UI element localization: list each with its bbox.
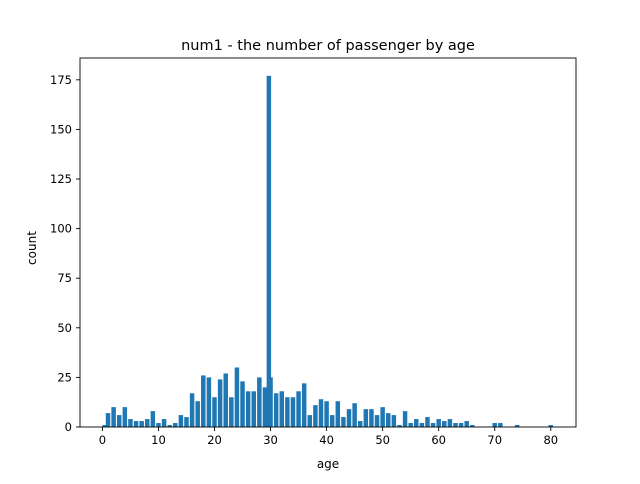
- bar: [458, 423, 464, 427]
- bar: [217, 379, 223, 427]
- x-tick-label: 50: [375, 433, 390, 447]
- x-tick-label: 30: [263, 433, 278, 447]
- bar: [279, 391, 285, 427]
- x-tick-label: 10: [151, 433, 166, 447]
- bar: [206, 377, 212, 427]
- bar: [257, 377, 262, 427]
- y-tick-label: 175: [50, 73, 72, 87]
- bar: [329, 415, 335, 427]
- bar: [229, 397, 234, 427]
- bar: [105, 413, 111, 427]
- bar: [268, 377, 273, 427]
- bar: [133, 421, 139, 427]
- x-tick-label: 80: [543, 433, 558, 447]
- bar: [139, 421, 144, 427]
- bar: [128, 419, 133, 427]
- bar: [357, 421, 363, 427]
- y-tick-label: 50: [57, 321, 72, 335]
- bars-layer: [102, 75, 554, 428]
- y-tick-label: 125: [50, 172, 72, 186]
- y-tick-label: 25: [57, 370, 72, 384]
- bar: [178, 415, 184, 427]
- bar: [391, 415, 397, 427]
- bar: [195, 401, 200, 427]
- bar: [156, 423, 161, 427]
- bar: [111, 407, 116, 427]
- bar: [116, 415, 122, 427]
- bar: [122, 407, 128, 427]
- bar: [296, 391, 301, 427]
- bar: [335, 401, 341, 427]
- bar: [145, 419, 150, 427]
- bar: [285, 397, 290, 427]
- bar: [189, 393, 195, 427]
- bar: [173, 423, 178, 427]
- axes-layer: 0 10 20 30 40 50 60 70 80 0 25 50 75 100 125 150 175: [50, 73, 558, 447]
- bar: [273, 393, 279, 427]
- bar: [251, 391, 256, 427]
- bar: [498, 423, 503, 427]
- bar: [161, 419, 167, 427]
- bar: [419, 423, 425, 427]
- bar: [464, 421, 469, 427]
- bar: [245, 391, 251, 427]
- bar: [430, 423, 436, 427]
- bar: [380, 407, 385, 427]
- bar: [369, 409, 374, 427]
- bar: [201, 375, 206, 427]
- bar: [324, 401, 329, 427]
- bar: [150, 411, 156, 427]
- bar: [514, 425, 520, 427]
- bar: [262, 387, 268, 427]
- x-tick-label: 40: [319, 433, 334, 447]
- bar: [548, 425, 554, 427]
- x-tick-label: 60: [431, 433, 446, 447]
- bar: [414, 419, 419, 427]
- bar: [492, 423, 497, 427]
- bar: [352, 403, 357, 427]
- bar: [397, 425, 402, 427]
- x-tick-label: 70: [487, 433, 502, 447]
- bar: [212, 397, 217, 427]
- bar: [374, 415, 380, 427]
- bar: [301, 383, 307, 427]
- bar: [447, 419, 453, 427]
- y-tick-label: 0: [65, 420, 72, 434]
- bar: [470, 425, 475, 427]
- bar: [318, 399, 324, 427]
- bar: [167, 425, 172, 427]
- bar: [346, 409, 352, 427]
- y-tick-label: 75: [57, 271, 72, 285]
- bar: [266, 75, 272, 428]
- bar: [341, 417, 346, 427]
- chart-title: num1 - the number of passenger by age: [181, 38, 475, 54]
- x-tick-label: 20: [207, 433, 222, 447]
- y-tick-label: 100: [50, 222, 72, 236]
- bar: [402, 411, 408, 427]
- y-tick-label: 150: [50, 122, 72, 136]
- bar: [386, 413, 391, 427]
- bar: [453, 423, 458, 427]
- bar: [223, 373, 228, 427]
- bar: [425, 417, 430, 427]
- bar: [363, 409, 369, 427]
- x-axis-label: age: [317, 457, 339, 471]
- bar: [184, 417, 189, 427]
- bar: [436, 419, 441, 427]
- plot-frame: [79, 57, 577, 428]
- bar: [290, 397, 296, 427]
- bar: [240, 381, 245, 427]
- x-tick-label: 0: [99, 433, 106, 447]
- y-axis-label: count: [25, 231, 39, 265]
- bar: [307, 415, 313, 427]
- bar: [408, 423, 413, 427]
- bar: [234, 367, 240, 427]
- bar: [442, 421, 447, 427]
- bar: [313, 405, 318, 427]
